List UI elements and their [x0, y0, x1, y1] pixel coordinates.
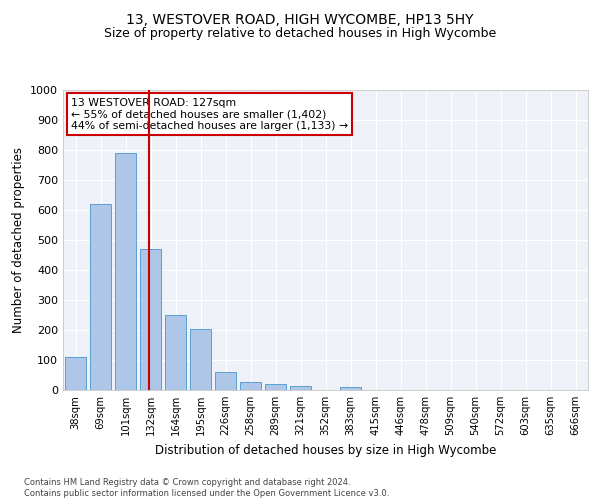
Text: 13 WESTOVER ROAD: 127sqm
← 55% of detached houses are smaller (1,402)
44% of sem: 13 WESTOVER ROAD: 127sqm ← 55% of detach…	[71, 98, 348, 130]
Bar	[265, 384, 286, 390]
Bar	[215, 372, 236, 390]
Y-axis label: Number of detached properties: Number of detached properties	[11, 147, 25, 333]
Text: Size of property relative to detached houses in High Wycombe: Size of property relative to detached ho…	[104, 28, 496, 40]
Bar	[90, 204, 111, 390]
Bar	[190, 328, 211, 390]
Bar	[165, 315, 186, 390]
Bar	[340, 387, 361, 390]
Bar	[65, 357, 86, 390]
Bar	[115, 153, 136, 390]
Text: 13, WESTOVER ROAD, HIGH WYCOMBE, HP13 5HY: 13, WESTOVER ROAD, HIGH WYCOMBE, HP13 5H…	[126, 12, 474, 26]
Bar	[290, 386, 311, 390]
Bar	[240, 382, 261, 390]
Text: Contains HM Land Registry data © Crown copyright and database right 2024.
Contai: Contains HM Land Registry data © Crown c…	[24, 478, 389, 498]
Bar	[140, 249, 161, 390]
X-axis label: Distribution of detached houses by size in High Wycombe: Distribution of detached houses by size …	[155, 444, 496, 456]
